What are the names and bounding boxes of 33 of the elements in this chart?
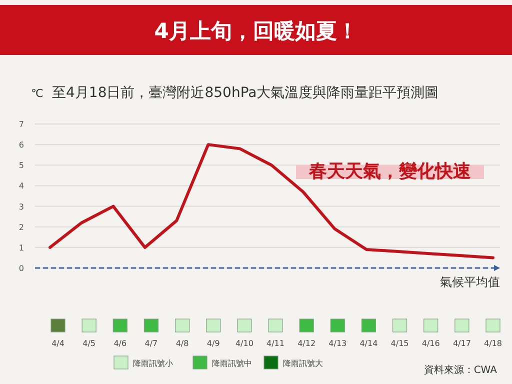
x-tick-label: 4/5 [82,339,96,348]
line-series [48,143,494,260]
y-tick-label: 1 [18,243,24,252]
x-tick-label: 4/17 [452,339,471,348]
x-tick-label: 4/10 [235,339,254,348]
legend-label: 氣候平均值 [440,275,500,289]
x-tick-label: 4/16 [422,339,440,348]
x-tick-label: 4/8 [176,339,189,348]
chart-title: 4月上旬，回暖如夏！ [154,19,358,43]
y-tick-label: 3 [18,202,24,212]
y-tick-label: 6 [18,140,24,150]
x-tick-label: 4/9 [206,339,220,348]
y-tick-label: 2 [18,222,24,232]
text: 降雨訊號大 [283,359,323,368]
x-tick-label: 4/7 [144,339,158,348]
y-tick-label: 7 [18,120,24,129]
x-tick-label: 4/13 [328,339,347,348]
y-tick-label: 0 [18,264,24,273]
x-tick-label: 4/15 [390,339,409,348]
x-tick-label: 4/4 [52,339,64,348]
y-axis-title: ℃ [31,87,44,100]
y-tick-label: 4 [18,182,24,191]
x-tick-label: 4/14 [360,339,378,348]
source-note: 資料來源：CWA [424,364,498,376]
text: 降雨訊號小 [133,359,173,368]
text: 降雨訊號中 [212,359,252,368]
x-tick-label: 4/12 [298,339,316,348]
x-tick-label: 4/11 [266,339,284,348]
x-tick-label: 4/6 [114,339,127,348]
annotation: 春天天氣，變化快速 [308,161,471,182]
x-tick-label: 4/18 [484,339,502,348]
chart-subtitle: 至4月18日前，臺灣附近850hPa大氣溫度與降雨量距平預測圖 [52,85,439,101]
y-tick-label: 5 [18,161,24,170]
